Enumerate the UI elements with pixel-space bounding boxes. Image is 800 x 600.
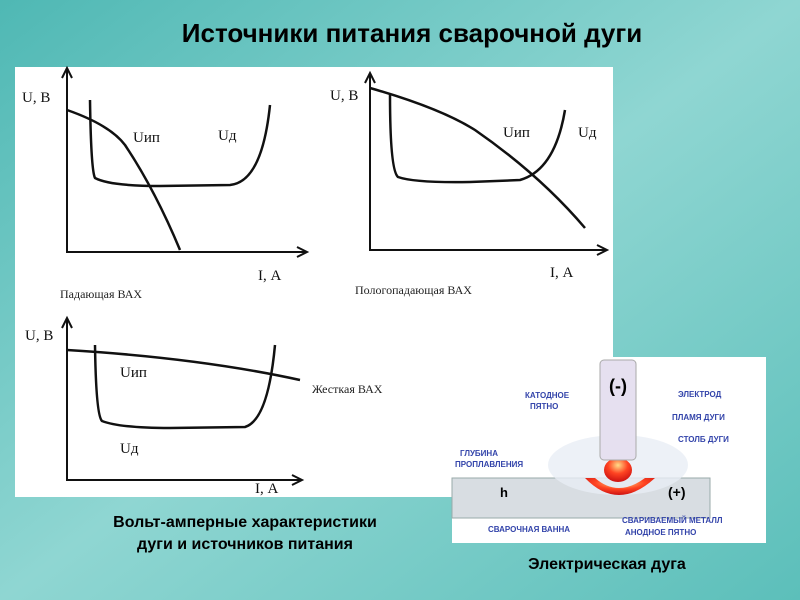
source-curve <box>66 108 182 251</box>
label: АНОДНОЕ ПЯТНО <box>625 528 696 537</box>
source-curve <box>369 86 586 229</box>
arc-curve <box>88 99 272 188</box>
arc-label: Uд <box>218 128 237 144</box>
graph-caption: Падающая ВАХ <box>60 287 142 301</box>
source-label: Uип <box>120 365 147 381</box>
metal-sign: (+) <box>668 484 686 500</box>
arc-curve <box>93 344 277 430</box>
x-label: I, А <box>255 481 278 497</box>
label: ПРОПЛАВЛЕНИЯ <box>455 460 523 469</box>
label: ПЛАМЯ ДУГИ <box>672 413 725 422</box>
arc-caption: Электрическая дуга <box>528 556 686 573</box>
axes <box>66 70 305 253</box>
arc-label: Uд <box>120 441 139 457</box>
electrode <box>599 359 637 461</box>
graph-caption: Жесткая ВАХ <box>312 382 383 396</box>
label: ПЯТНО <box>530 402 558 411</box>
arc-curve <box>388 94 567 184</box>
x-label: I, А <box>550 265 573 281</box>
arc-column <box>604 458 632 482</box>
electrode-sign: (-) <box>609 376 627 396</box>
arrows <box>61 65 310 258</box>
label: ГЛУБИНА <box>460 449 498 458</box>
arrows <box>61 315 305 486</box>
label: СТОЛБ ДУГИ <box>678 435 729 444</box>
depth-symbol: h <box>500 485 508 500</box>
graph-caption: Пологопадающая ВАХ <box>355 283 472 297</box>
slide-title: Источники питания сварочной дуги <box>182 18 642 48</box>
source-label: Uип <box>133 130 160 146</box>
y-label: U, В <box>25 328 53 344</box>
axes <box>369 75 605 251</box>
y-label: U, В <box>330 88 358 104</box>
y-label: U, В <box>22 90 50 106</box>
source-label: Uип <box>503 125 530 141</box>
x-label: I, А <box>258 268 281 284</box>
label: ЭЛЕКТРОД <box>678 390 722 399</box>
source-curve <box>66 348 301 382</box>
label: СВАРИВАЕМЫЙ МЕТАЛЛ <box>622 516 723 525</box>
label: СВАРОЧНАЯ ВАННА <box>488 525 570 534</box>
graphs-caption: дуги и источников питания <box>137 536 353 553</box>
label: КАТОДНОЕ <box>525 391 570 400</box>
graphs-caption: Вольт-амперные характеристики <box>113 514 377 531</box>
axes <box>66 320 300 481</box>
weld-pool <box>585 478 655 495</box>
arrows <box>364 70 610 256</box>
arc-label: Uд <box>578 125 597 141</box>
